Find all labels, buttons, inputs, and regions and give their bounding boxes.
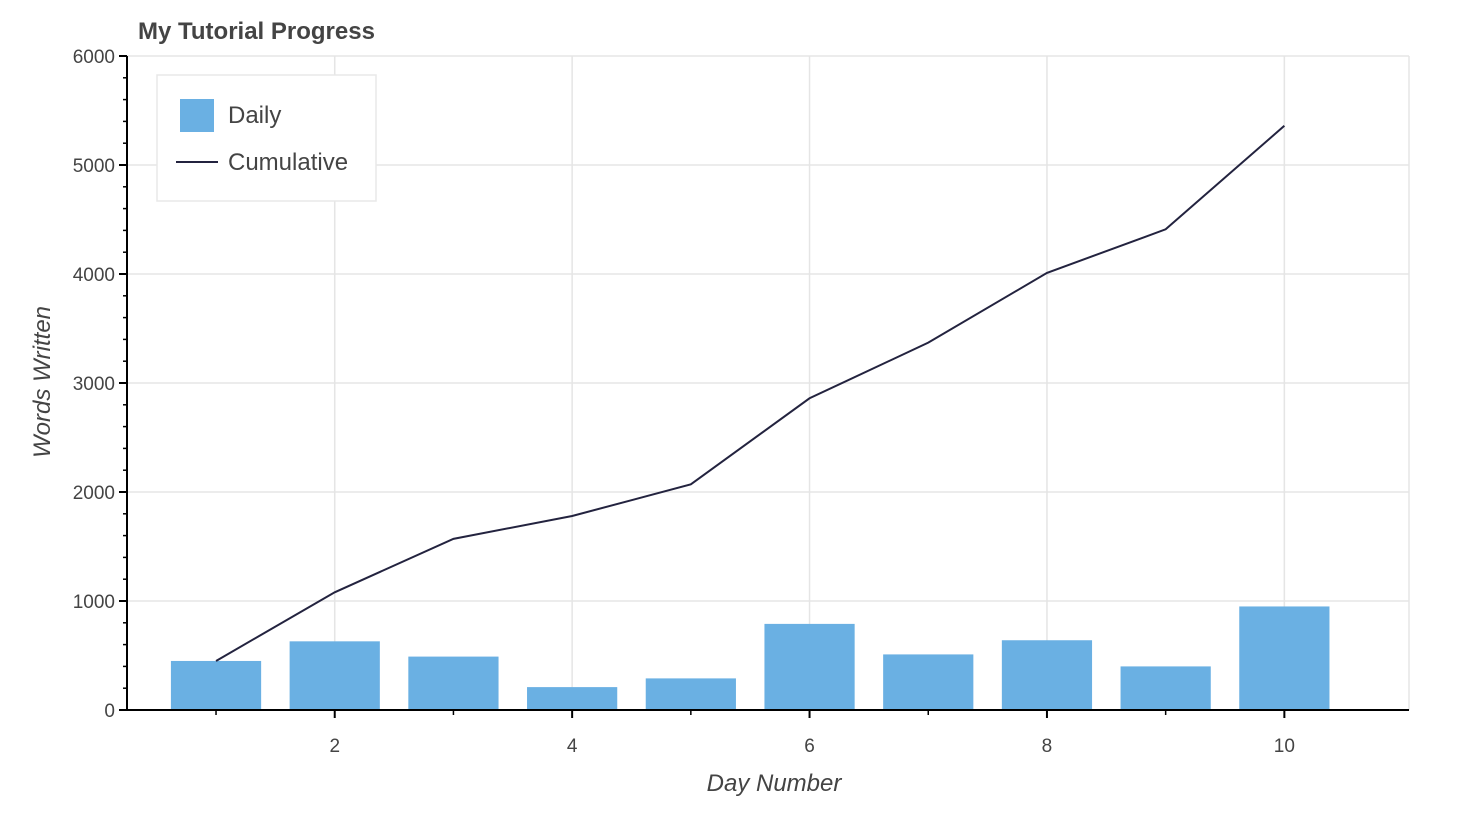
bar-daily: [527, 687, 618, 710]
bar-daily: [289, 641, 380, 710]
bar-daily: [883, 654, 974, 710]
legend-label-cumulative: Cumulative: [228, 149, 348, 176]
legend-label-daily: Daily: [228, 102, 281, 129]
bar-daily: [1120, 666, 1211, 710]
y-tick-label: 5000: [73, 156, 115, 177]
bar-daily: [1239, 606, 1330, 710]
y-tick-label: 1000: [73, 592, 115, 613]
legend-box: [156, 74, 377, 202]
bar-daily: [645, 678, 736, 710]
y-axis-ticks: 0 1000 2000 3000 4000 5000 6000: [73, 47, 127, 722]
chart-title: My Tutorial Progress: [138, 18, 375, 45]
bar-series: [170, 606, 1330, 710]
y-tick-label: 6000: [73, 47, 115, 68]
x-axis-label: Day Number: [707, 770, 843, 797]
bar-daily: [764, 623, 855, 710]
bar-daily: [170, 660, 262, 710]
x-tick-label: 2: [329, 736, 340, 757]
x-tick-label: 8: [1042, 736, 1053, 757]
bar-daily: [1001, 640, 1093, 710]
y-axis-label: Words Written: [29, 306, 56, 458]
x-tick-label: 4: [567, 736, 578, 757]
y-tick-label: 2000: [73, 483, 115, 504]
x-tick-label: 6: [804, 736, 815, 757]
legend-swatch-daily: [180, 99, 214, 132]
y-tick-label: 0: [104, 701, 115, 722]
x-axis-ticks: 2 4 6 8 10: [215, 710, 1295, 757]
line-series: [215, 125, 1286, 662]
x-tick-label: 10: [1274, 736, 1295, 757]
legend: Daily Cumulative: [156, 74, 377, 202]
line-cumulative: [215, 125, 1286, 662]
y-tick-label: 3000: [73, 374, 115, 395]
y-tick-label: 4000: [73, 265, 115, 286]
bar-daily: [408, 656, 499, 710]
